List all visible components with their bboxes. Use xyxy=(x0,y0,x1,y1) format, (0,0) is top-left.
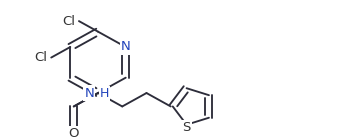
Text: Cl: Cl xyxy=(34,51,47,64)
Text: N: N xyxy=(121,40,131,53)
Text: N: N xyxy=(84,87,94,100)
Text: H: H xyxy=(100,87,110,100)
Text: S: S xyxy=(182,121,191,134)
Text: Cl: Cl xyxy=(62,15,75,28)
Text: O: O xyxy=(68,127,79,140)
